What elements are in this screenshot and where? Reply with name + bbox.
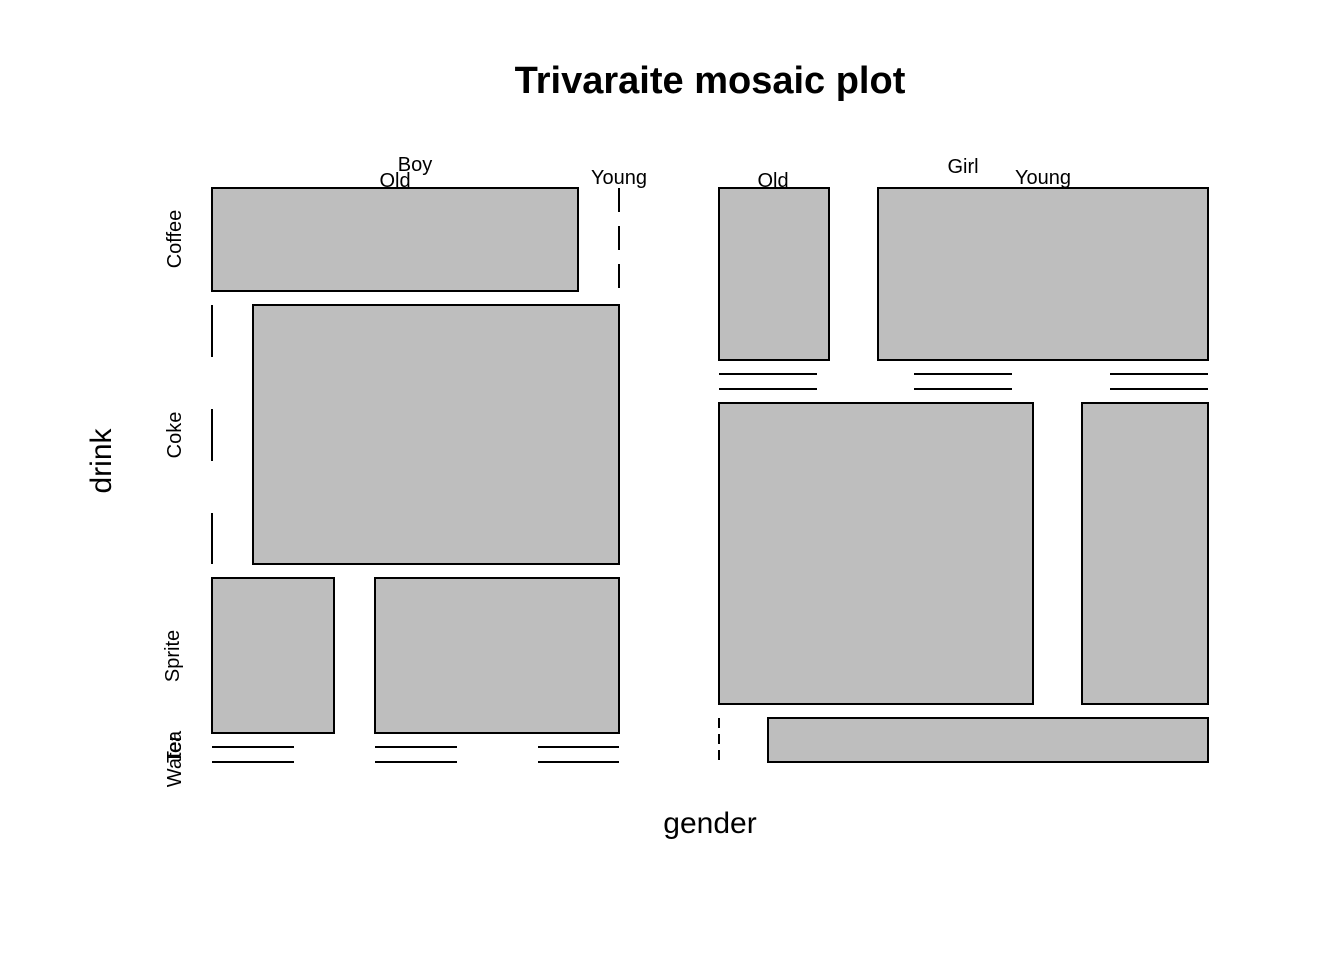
cell-girl-coffee-old	[718, 187, 830, 361]
cell-boy-coke-young	[252, 304, 620, 565]
cell-boy-coffee-old	[211, 187, 579, 292]
drink-label-sprite: Sprite	[162, 630, 184, 682]
gender-label-boy: Boy	[398, 154, 432, 176]
age-label-girl-old: Old	[757, 170, 788, 192]
cell-girl-coke-young	[1081, 402, 1209, 705]
mosaic-cells	[211, 187, 1209, 763]
chart-title: Trivaraite mosaic plot	[515, 60, 906, 102]
drink-label-tea: Tea	[164, 730, 186, 763]
cell-boy-sprite-old	[211, 577, 335, 734]
age-label-boy-old: Old	[379, 170, 410, 192]
cell-boy-sprite-young	[374, 577, 620, 734]
cell-girl-coffee-young	[877, 187, 1209, 361]
age-label-girl-young: Young	[1015, 167, 1071, 189]
cell-girl-tea-young	[767, 717, 1209, 763]
y-axis-label: drink	[85, 427, 118, 493]
age-label-boy-young: Young	[591, 167, 647, 189]
drink-label-coke: Coke	[164, 412, 186, 459]
drink-label-coffee: Coffee	[164, 210, 186, 269]
gender-label-girl: Girl	[947, 156, 978, 178]
x-axis-label: gender	[663, 807, 756, 840]
cell-girl-coke-old	[718, 402, 1034, 705]
drink-label-water: Water	[164, 734, 186, 787]
